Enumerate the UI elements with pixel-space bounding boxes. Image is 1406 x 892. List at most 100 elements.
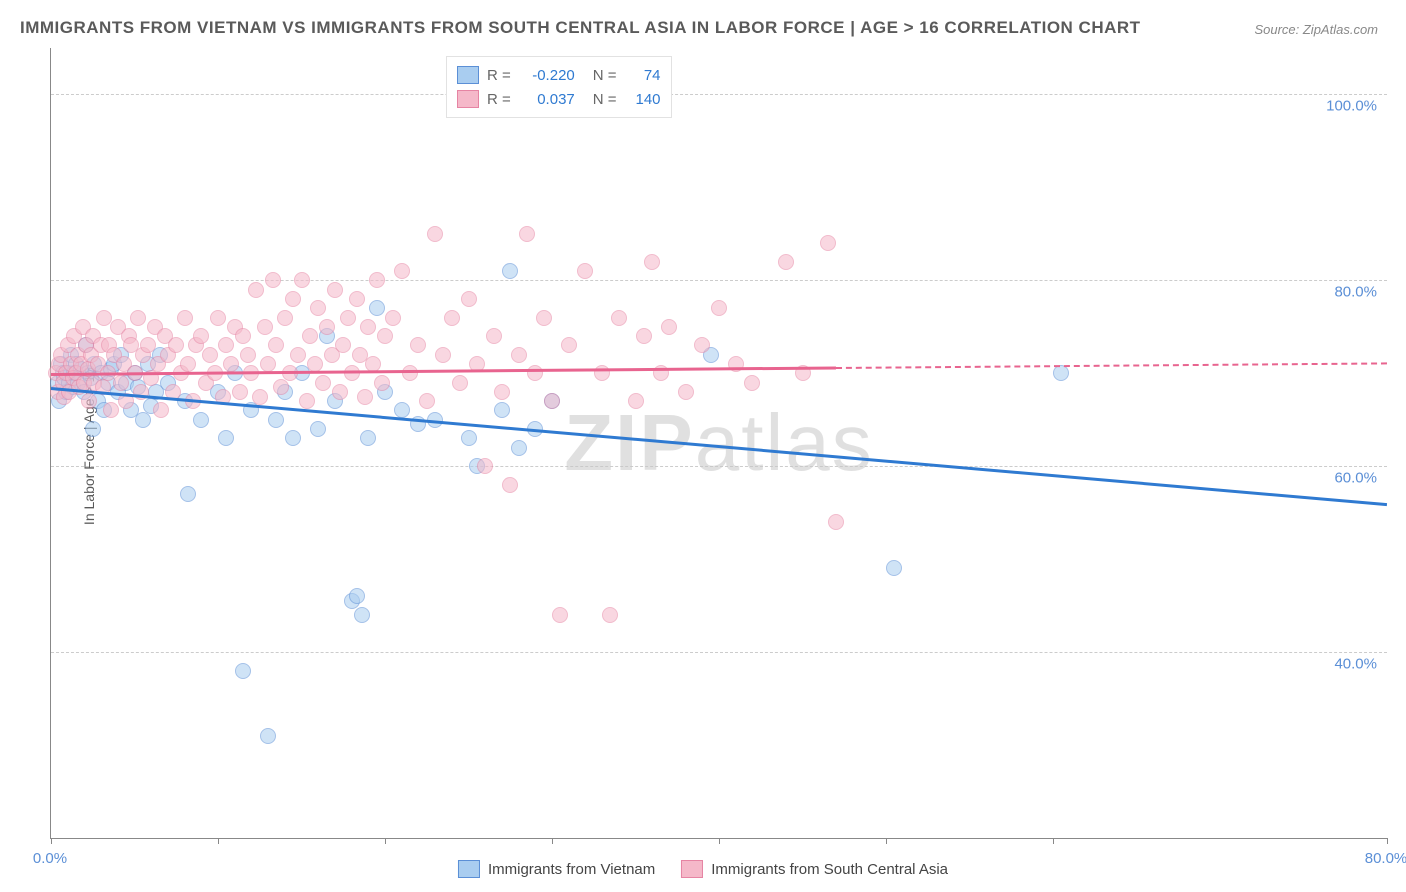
legend-swatch — [458, 860, 480, 878]
scatter-point — [268, 412, 284, 428]
scatter-point — [218, 430, 234, 446]
scatter-point — [223, 356, 239, 372]
scatter-point — [636, 328, 652, 344]
scatter-point — [310, 421, 326, 437]
scatter-point — [486, 328, 502, 344]
scatter-point — [644, 254, 660, 270]
scatter-point — [360, 319, 376, 335]
r-value: -0.220 — [519, 67, 575, 84]
y-tick-label: 60.0% — [1334, 470, 1377, 487]
scatter-point — [360, 430, 376, 446]
scatter-point — [335, 337, 351, 353]
scatter-point — [130, 310, 146, 326]
legend-label: Immigrants from South Central Asia — [711, 861, 948, 878]
scatter-point — [340, 310, 356, 326]
x-tick-mark — [886, 838, 887, 844]
scatter-point — [299, 393, 315, 409]
scatter-point — [502, 263, 518, 279]
r-value: 0.037 — [519, 91, 575, 108]
scatter-point — [354, 607, 370, 623]
scatter-point — [218, 337, 234, 353]
gridline — [51, 280, 1387, 281]
scatter-point — [260, 728, 276, 744]
scatter-point — [427, 226, 443, 242]
scatter-point — [628, 393, 644, 409]
scatter-point — [307, 356, 323, 372]
y-tick-label: 80.0% — [1334, 284, 1377, 301]
scatter-point — [327, 282, 343, 298]
scatter-point — [140, 337, 156, 353]
x-tick-mark — [1053, 838, 1054, 844]
bottom-legend: Immigrants from Vietnam Immigrants from S… — [458, 860, 948, 878]
scatter-point — [552, 607, 568, 623]
stats-legend-row: R =0.037N =140 — [457, 87, 661, 111]
scatter-point — [886, 560, 902, 576]
scatter-point — [193, 328, 209, 344]
x-tick-label: 0.0% — [33, 850, 67, 867]
scatter-point — [828, 514, 844, 530]
scatter-point — [744, 375, 760, 391]
watermark: ZIPatlas — [564, 397, 873, 489]
x-tick-label: 80.0% — [1365, 850, 1406, 867]
n-value: 140 — [625, 91, 661, 108]
scatter-point — [193, 412, 209, 428]
n-label: N = — [593, 91, 617, 108]
scatter-point — [694, 337, 710, 353]
scatter-point — [678, 384, 694, 400]
scatter-point — [232, 384, 248, 400]
scatter-point — [265, 272, 281, 288]
scatter-point — [332, 384, 348, 400]
scatter-point — [310, 300, 326, 316]
scatter-point — [369, 272, 385, 288]
scatter-point — [502, 477, 518, 493]
scatter-point — [177, 310, 193, 326]
scatter-point — [81, 393, 97, 409]
scatter-point — [285, 291, 301, 307]
scatter-point — [374, 375, 390, 391]
scatter-point — [494, 402, 510, 418]
scatter-point — [711, 300, 727, 316]
trend-line — [51, 367, 836, 376]
scatter-point — [461, 430, 477, 446]
x-tick-mark — [552, 838, 553, 844]
legend-swatch — [681, 860, 703, 878]
scatter-point — [315, 375, 331, 391]
scatter-point — [180, 356, 196, 372]
scatter-point — [1053, 365, 1069, 381]
legend-item: Immigrants from South Central Asia — [681, 860, 948, 878]
scatter-point — [410, 337, 426, 353]
scatter-point — [277, 310, 293, 326]
scatter-point — [257, 319, 273, 335]
scatter-point — [248, 282, 264, 298]
scatter-point — [661, 319, 677, 335]
scatter-point — [168, 337, 184, 353]
scatter-point — [494, 384, 510, 400]
scatter-point — [461, 291, 477, 307]
scatter-point — [180, 486, 196, 502]
legend-swatch — [457, 90, 479, 108]
scatter-point — [602, 607, 618, 623]
stats-legend: R =-0.220N =74R =0.037N =140 — [446, 56, 672, 118]
chart-title: IMMIGRANTS FROM VIETNAM VS IMMIGRANTS FR… — [20, 18, 1141, 38]
scatter-point — [349, 588, 365, 604]
scatter-point — [477, 458, 493, 474]
y-tick-label: 100.0% — [1326, 98, 1377, 115]
scatter-point — [452, 375, 468, 391]
scatter-point — [294, 272, 310, 288]
y-tick-label: 40.0% — [1334, 656, 1377, 673]
r-label: R = — [487, 67, 511, 84]
scatter-point — [402, 365, 418, 381]
x-tick-mark — [218, 838, 219, 844]
scatter-point — [511, 440, 527, 456]
x-tick-mark — [51, 838, 52, 844]
scatter-point — [419, 393, 435, 409]
legend-item: Immigrants from Vietnam — [458, 860, 655, 878]
scatter-point — [435, 347, 451, 363]
scatter-point — [252, 389, 268, 405]
x-tick-mark — [385, 838, 386, 844]
scatter-point — [260, 356, 276, 372]
scatter-point — [235, 328, 251, 344]
trend-line — [51, 387, 1387, 506]
gridline — [51, 466, 1387, 467]
scatter-point — [577, 263, 593, 279]
